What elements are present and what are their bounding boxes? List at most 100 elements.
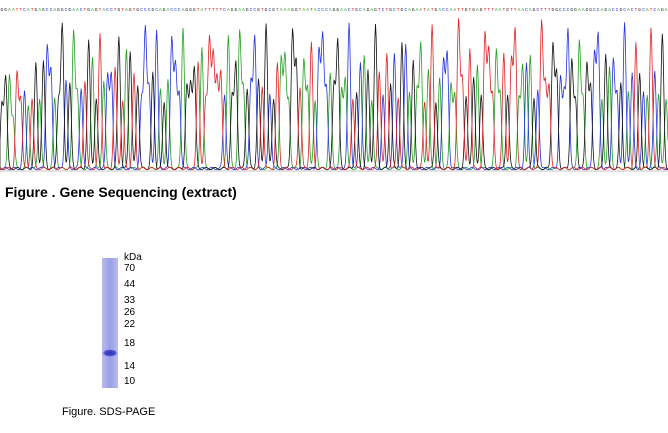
base-call-letter: A xyxy=(408,7,411,13)
base-call-letter: A xyxy=(657,7,660,13)
base-call-letter: G xyxy=(638,7,641,13)
base-call-letter: C xyxy=(223,7,226,13)
base-call-letter: C xyxy=(567,7,570,13)
base-call-letter: T xyxy=(84,7,87,13)
base-call-letter: C xyxy=(325,7,328,13)
base-call-letter: G xyxy=(506,7,509,13)
base-call-letter: G xyxy=(412,7,415,13)
base-call-letter: C xyxy=(46,7,49,13)
base-call-letter: A xyxy=(363,7,366,13)
base-call-letter: C xyxy=(525,7,528,13)
base-call-letter: T xyxy=(548,7,551,13)
base-call-letter: G xyxy=(163,7,166,13)
base-call-letter: A xyxy=(53,7,56,13)
base-call-letter: G xyxy=(95,7,98,13)
base-call-letter: A xyxy=(601,7,604,13)
base-call-letter: A xyxy=(499,7,502,13)
base-call-letter: G xyxy=(570,7,573,13)
base-call-letter: T xyxy=(484,7,487,13)
base-call-letter: C xyxy=(253,7,256,13)
base-call-letter: A xyxy=(76,7,79,13)
marker-18: 18 xyxy=(124,338,136,349)
base-call-letter: C xyxy=(50,7,53,13)
base-call-letter: G xyxy=(57,7,60,13)
base-call-letter: A xyxy=(495,7,498,13)
base-call-letter: T xyxy=(121,7,124,13)
base-call-letter: A xyxy=(529,7,532,13)
base-call-letter: G xyxy=(574,7,577,13)
base-call-letter: G xyxy=(589,7,592,13)
base-call-letter: G xyxy=(619,7,622,13)
base-call-letter: G xyxy=(234,7,237,13)
base-call-letter: C xyxy=(155,7,158,13)
base-call-letter: T xyxy=(351,7,354,13)
base-call-letter: C xyxy=(536,7,539,13)
base-call-letter: A xyxy=(370,7,373,13)
base-call-letter: T xyxy=(650,7,653,13)
base-call-letter: A xyxy=(242,7,245,13)
base-call-letter: T xyxy=(299,7,302,13)
base-call-letter: T xyxy=(423,7,426,13)
base-call-letter: A xyxy=(344,7,347,13)
base-call-letter: C xyxy=(631,7,634,13)
base-call-letter: T xyxy=(487,7,490,13)
base-call-letter: G xyxy=(4,7,7,13)
base-call-letter: C xyxy=(174,7,177,13)
base-call-letter: G xyxy=(189,7,192,13)
trace-C xyxy=(0,22,668,171)
base-call-letter: A xyxy=(646,7,649,13)
base-call-letter: T xyxy=(219,7,222,13)
base-call-letter: C xyxy=(65,7,68,13)
base-call-letter: T xyxy=(635,7,638,13)
base-call-letter: T xyxy=(114,7,117,13)
base-call-letter: T xyxy=(261,7,264,13)
base-call-letter: A xyxy=(72,7,75,13)
base-call-letter: C xyxy=(268,7,271,13)
base-call-letter: C xyxy=(612,7,615,13)
base-call-letter: C xyxy=(382,7,385,13)
base-call-letter: A xyxy=(453,7,456,13)
base-call-letter: C xyxy=(404,7,407,13)
base-call-letter: G xyxy=(291,7,294,13)
base-call-letter: T xyxy=(208,7,211,13)
base-call-letter: C xyxy=(23,7,26,13)
base-call-letter: A xyxy=(518,7,521,13)
base-call-letter: A xyxy=(627,7,630,13)
base-call-letter: G xyxy=(480,7,483,13)
base-call-letter: T xyxy=(431,7,434,13)
base-call-letter: G xyxy=(265,7,268,13)
base-call-letter: T xyxy=(514,7,517,13)
base-call-letter: A xyxy=(38,7,41,13)
base-call-letter: A xyxy=(608,7,611,13)
base-call-letter: T xyxy=(276,7,279,13)
base-call-letter: C xyxy=(106,7,109,13)
base-call-letter: A xyxy=(284,7,287,13)
base-call-letter: T xyxy=(212,7,215,13)
base-call-letter: G xyxy=(552,7,555,13)
base-call-letter: C xyxy=(597,7,600,13)
base-call-letter: C xyxy=(393,7,396,13)
base-call-letter: A xyxy=(302,7,305,13)
base-call-letter: G xyxy=(87,7,90,13)
base-call-letter: A xyxy=(582,7,585,13)
base-call-letter: C xyxy=(653,7,656,13)
base-call-letter: C xyxy=(623,7,626,13)
base-call-letter: G xyxy=(389,7,392,13)
base-call-letter: A xyxy=(27,7,30,13)
marker-44: 44 xyxy=(124,279,136,290)
base-call-letter: T xyxy=(378,7,381,13)
base-call-letter: C xyxy=(80,7,83,13)
base-call-letter: A xyxy=(306,7,309,13)
base-call-letter: C xyxy=(442,7,445,13)
marker-14: 14 xyxy=(124,361,136,372)
base-call-letter: A xyxy=(416,7,419,13)
base-call-letter: G xyxy=(661,7,664,13)
base-call-letter: G xyxy=(355,7,358,13)
base-call-letter: G xyxy=(257,7,260,13)
base-call-letter: C xyxy=(148,7,151,13)
base-call-letter: G xyxy=(231,7,234,13)
base-call-letter: T xyxy=(16,7,19,13)
base-call-letter: G xyxy=(533,7,536,13)
base-call-letter: G xyxy=(272,7,275,13)
base-call-letter: A xyxy=(280,7,283,13)
